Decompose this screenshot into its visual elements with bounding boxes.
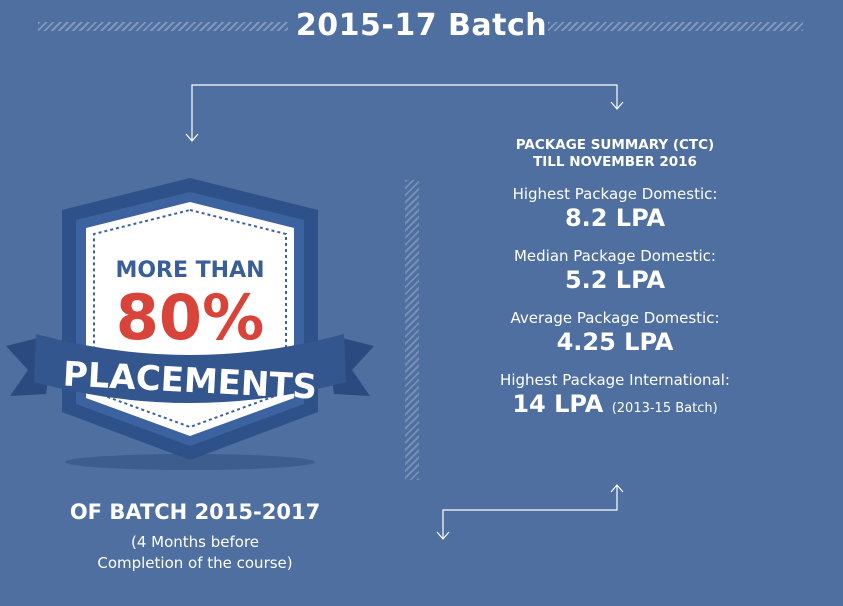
page-title: 2015-17 Batch [295, 8, 548, 43]
ribbon-band [34, 334, 346, 403]
title-hatch-left [38, 22, 288, 31]
package-value-international: 14 LPA (2013-15 Batch) [440, 389, 790, 424]
placement-badge: MORE THAN 80% PLACEMENTS [6, 178, 374, 470]
package-value: 4.25 LPA [556, 328, 674, 356]
summary-heading-line1: PACKAGE SUMMARY (CTC) [515, 137, 715, 153]
package-label: Highest Package Domestic: [512, 185, 718, 203]
batch-note: (4 Months before Completion of the cours… [40, 532, 350, 574]
package-label: Highest Package International: [500, 371, 730, 389]
badge-more-than: MORE THAN [115, 258, 264, 283]
summary-heading: PACKAGE SUMMARY (CTC) TILL NOVEMBER 2016 [440, 137, 790, 171]
badge-stitch [93, 208, 287, 429]
batch-note-line1: (4 Months before [130, 533, 260, 551]
batch-title: OF BATCH 2015-2017 [69, 500, 321, 524]
package-label: Median Package Domestic: [513, 247, 716, 265]
batch-note-line2: Completion of the course) [97, 554, 293, 572]
badge-shadow [65, 454, 315, 470]
package-value: 5.2 LPA [564, 266, 666, 294]
package-summary: PACKAGE SUMMARY (CTC) TILL NOVEMBER 2016… [440, 137, 790, 424]
summary-heading-line2: TILL NOVEMBER 2016 [533, 154, 697, 170]
package-value: 14 LPA [512, 390, 604, 418]
title-hatch-right [548, 22, 803, 31]
package-label: Average Package Domestic: [510, 309, 720, 327]
package-value-note: (2013-15 Batch) [611, 401, 718, 416]
package-value: 8.2 LPA [564, 204, 666, 232]
column-divider [405, 180, 419, 480]
badge-percent: 80% [116, 281, 264, 354]
